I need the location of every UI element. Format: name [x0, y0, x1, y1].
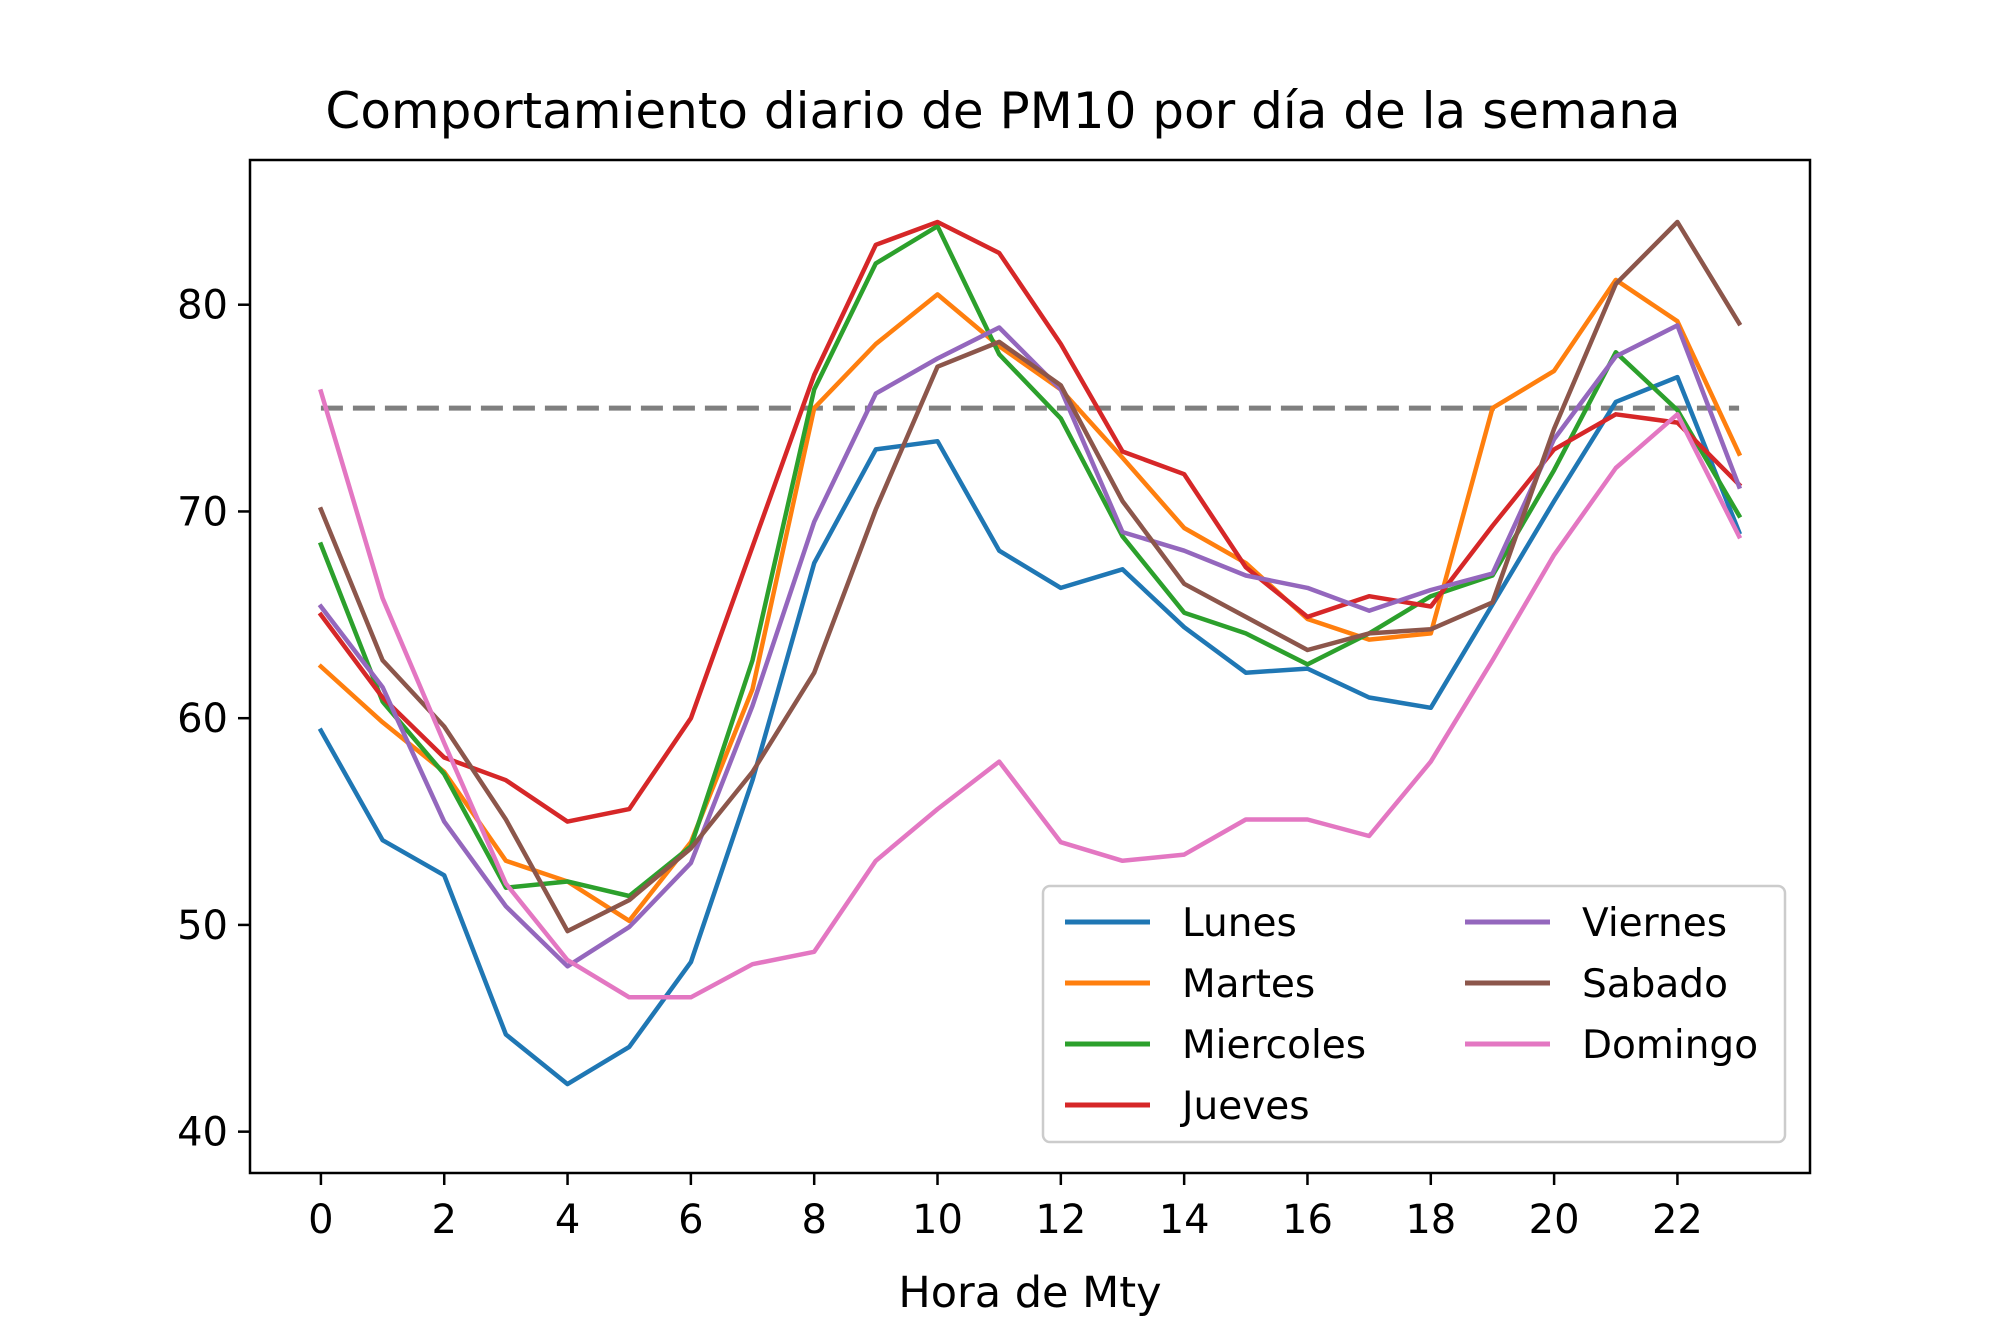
legend-label-domingo: Domingo — [1582, 1023, 1758, 1068]
x-tick-label: 6 — [678, 1197, 703, 1243]
x-tick-label: 14 — [1159, 1197, 1210, 1243]
legend-label-miercoles: Miercoles — [1182, 1023, 1366, 1068]
plot-area-frame — [248, 158, 1812, 1175]
x-tick-label: 10 — [912, 1197, 963, 1243]
x-tick-label: 22 — [1652, 1197, 1703, 1243]
y-tick-label: 70 — [177, 489, 228, 535]
legend-label-sabado: Sabado — [1582, 962, 1728, 1007]
x-tick-label: 0 — [308, 1197, 333, 1243]
y-tick-label: 60 — [177, 696, 228, 742]
series-line-miercoles — [317, 223, 1743, 899]
series-line-jueves — [317, 219, 1743, 824]
series-line-domingo — [318, 388, 1743, 1000]
x-tick-label: 8 — [801, 1197, 826, 1243]
x-tick-label: 18 — [1405, 1197, 1456, 1243]
legend-label-martes: Martes — [1182, 962, 1315, 1007]
series-line-lunes — [317, 374, 1743, 1087]
series-line-viernes — [317, 323, 1743, 969]
legend-label-jueves: Jueves — [1179, 1084, 1310, 1129]
y-tick-label: 80 — [177, 283, 228, 329]
series-line-martes — [317, 277, 1743, 924]
x-axis-label: Hora de Mty — [898, 1268, 1161, 1318]
chart-title: Comportamiento diario de PM10 por día de… — [325, 82, 1680, 140]
legend-label-viernes: Viernes — [1582, 901, 1727, 946]
series-layer — [317, 219, 1743, 1087]
x-tick-label: 4 — [555, 1197, 580, 1243]
y-axis: 40 50 60 70 80 — [177, 283, 250, 1156]
y-tick-label: 50 — [177, 903, 228, 949]
x-axis: 0 2 4 6 8 10 12 14 16 18 20 22 — [308, 1173, 1703, 1243]
x-tick-label: 16 — [1282, 1197, 1333, 1243]
legend-label-lunes: Lunes — [1182, 901, 1297, 946]
series-line-sabado — [317, 219, 1743, 934]
x-tick-label: 2 — [432, 1197, 457, 1243]
legend: Lunes Martes Miercoles Jueves Viernes Sabado D… — [1041, 884, 1787, 1144]
x-tick-label: 20 — [1529, 1197, 1580, 1243]
legend-box — [1041, 884, 1787, 1144]
y-tick-label: 40 — [177, 1110, 228, 1156]
x-tick-label: 12 — [1035, 1197, 1086, 1243]
